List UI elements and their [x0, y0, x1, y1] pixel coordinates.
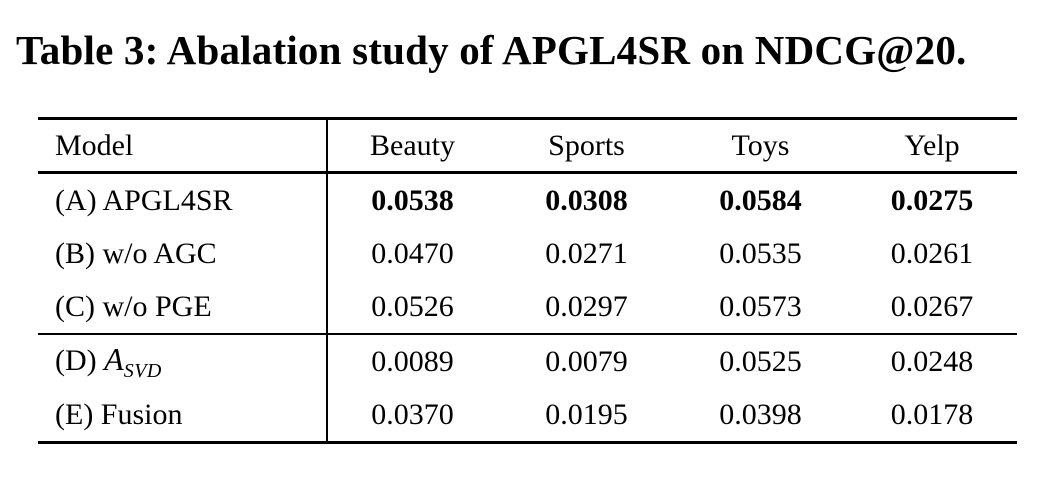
row-label-apgl4sr: (A) APGL4SR — [55, 183, 233, 217]
cell-asvd-beauty: 0.0089 — [371, 344, 454, 378]
table-row-asvd: (D) ASVD 0.0089 0.0079 0.0525 0.0248 — [38, 335, 1017, 388]
cell-apgl4sr-yelp: 0.0275 — [890, 183, 974, 217]
mathcal-a-symbol: A — [104, 340, 124, 377]
column-header-sports: Sports — [548, 128, 625, 162]
cell-apgl4sr-sports: 0.0308 — [545, 183, 628, 217]
table-caption: Table 3: Abalation study of APGL4SR on N… — [16, 27, 967, 73]
table-row-apgl4sr: (A) APGL4SR 0.0538 0.0308 0.0584 0.0275 — [38, 174, 1017, 227]
column-header-yelp: Yelp — [904, 128, 960, 162]
cell-apgl4sr-toys: 0.0584 — [719, 183, 802, 217]
column-header-model: Model — [55, 128, 134, 162]
ablation-table: Model Beauty Sports Toys Yelp (A) APGL4S… — [38, 117, 1017, 444]
row-label-wo-agc: (B) w/o AGC — [55, 236, 217, 270]
row-label-wo-pge: (C) w/o PGE — [55, 289, 212, 323]
column-divider — [326, 120, 328, 441]
cell-wo-agc-yelp: 0.0261 — [890, 236, 974, 270]
cell-fusion-beauty: 0.0370 — [371, 397, 454, 431]
cell-wo-pge-yelp: 0.0267 — [890, 289, 974, 323]
header-row: Model Beauty Sports Toys Yelp — [38, 120, 1017, 174]
cell-asvd-sports: 0.0079 — [545, 344, 628, 378]
cell-wo-agc-toys: 0.0535 — [719, 236, 802, 270]
cell-asvd-toys: 0.0525 — [719, 344, 802, 378]
cell-wo-pge-sports: 0.0297 — [545, 289, 628, 323]
cell-fusion-toys: 0.0398 — [719, 397, 802, 431]
cell-wo-pge-toys: 0.0573 — [719, 289, 802, 323]
cell-wo-pge-beauty: 0.0526 — [371, 289, 454, 323]
cell-asvd-yelp: 0.0248 — [890, 344, 974, 378]
row-label-asvd-prefix: (D) — [55, 343, 105, 377]
cell-apgl4sr-beauty: 0.0538 — [371, 183, 454, 217]
column-header-toys: Toys — [731, 128, 790, 162]
column-header-beauty: Beauty — [370, 128, 455, 162]
cell-wo-agc-sports: 0.0271 — [545, 236, 628, 270]
table-row-wo-agc: (B) w/o AGC 0.0470 0.0271 0.0535 0.0261 — [38, 227, 1017, 280]
cell-fusion-sports: 0.0195 — [545, 397, 628, 431]
table-row-wo-pge: (C) w/o PGE 0.0526 0.0297 0.0573 0.0267 — [38, 280, 1017, 335]
svd-subscript: SVD — [123, 359, 162, 382]
cell-wo-agc-beauty: 0.0470 — [371, 236, 454, 270]
cell-fusion-yelp: 0.0178 — [890, 397, 974, 431]
row-label-fusion: (E) Fusion — [55, 397, 183, 431]
table-row-fusion: (E) Fusion 0.0370 0.0195 0.0398 0.0178 — [38, 388, 1017, 441]
row-label-asvd: (D) ASVD — [38, 341, 326, 383]
